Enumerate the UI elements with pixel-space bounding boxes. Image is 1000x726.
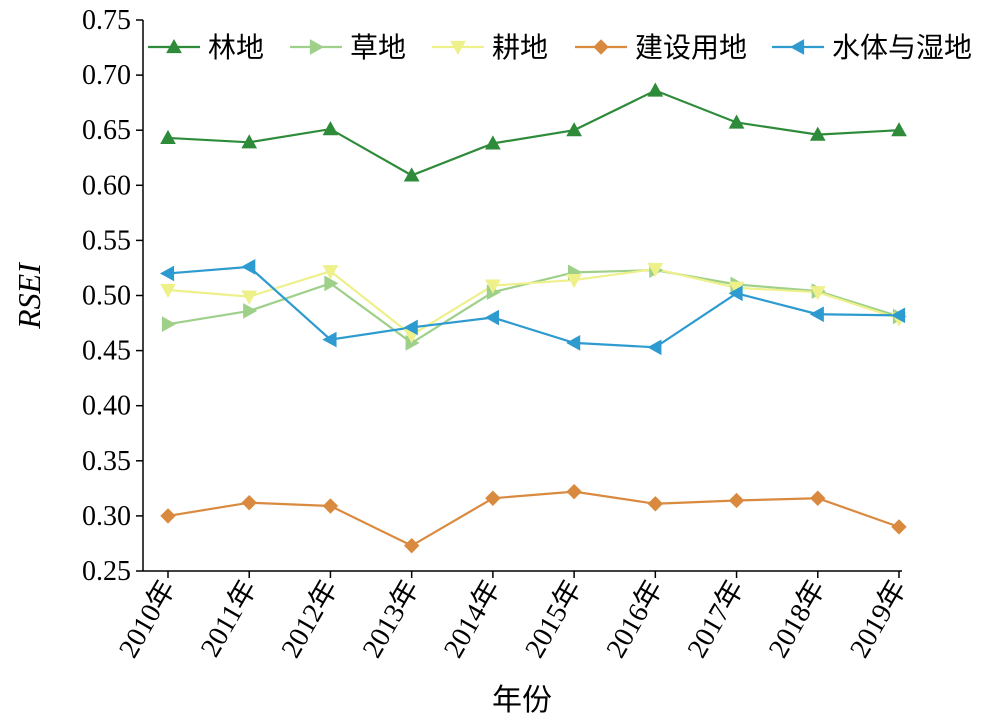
y-tick-label: 0.25 (82, 556, 131, 587)
y-tick-label: 0.65 (82, 115, 131, 146)
series-3-point (810, 490, 826, 506)
legend-item-0: 林地 (148, 31, 264, 64)
x-tick-label: 2010年 (112, 575, 182, 664)
series-3-point (728, 492, 745, 509)
series-2-point (485, 279, 501, 294)
series-3-point (241, 494, 257, 511)
legend-label: 草地 (350, 31, 406, 64)
series-3-point (891, 519, 907, 535)
x-tick-label: 2012年 (275, 575, 345, 664)
series-0-point (891, 122, 907, 137)
y-axis-title: RSEI (11, 262, 47, 330)
series-line-4 (167, 265, 900, 349)
series-4-point (403, 319, 418, 336)
series-0-point (566, 122, 582, 137)
series-markers (159, 82, 908, 554)
legend-label: 林地 (208, 31, 264, 64)
x-ticks: 2010年 2011年 2012年 2013年 2014年 2015年 2016年 2017年… (112, 571, 913, 663)
x-tick-label: 2013年 (356, 575, 426, 664)
y-tick-label: 0.35 (82, 446, 131, 477)
series-4-point (241, 258, 256, 275)
series-4-point (484, 309, 499, 326)
series-2-point (566, 273, 582, 289)
series-0-point (403, 167, 420, 182)
series-0-point (160, 129, 176, 145)
series-4-point (566, 335, 581, 351)
series-0-point (809, 126, 826, 141)
series-line-2 (167, 267, 900, 337)
axes (142, 20, 902, 572)
y-tick-label: 0.30 (82, 501, 131, 532)
legend-label: 水体与湿地 (832, 31, 972, 64)
series-3-point (485, 490, 501, 506)
series-2-point (809, 286, 826, 301)
series-0-point (728, 114, 745, 129)
series-3-point (647, 496, 664, 512)
series-2-point (647, 262, 664, 278)
y-tick-label: 0.45 (82, 336, 131, 367)
legend-marker (166, 38, 182, 54)
y-tick-label: 0.55 (82, 225, 131, 256)
x-tick-label: 2017年 (681, 575, 751, 664)
series-4-point (890, 307, 906, 324)
series-0-point (322, 121, 339, 136)
series-1-point (161, 316, 177, 333)
series-0-point (647, 82, 664, 97)
x-tick-label: 2015年 (518, 575, 588, 664)
x-tick-label: 2011年 (194, 575, 263, 663)
x-tick-label: 2018年 (762, 575, 832, 664)
legend-item-1: 草地 (290, 31, 406, 64)
legend-label: 建设用地 (635, 31, 747, 64)
legend-marker (309, 39, 325, 55)
series-4-point (322, 331, 337, 348)
legend-marker (450, 40, 466, 56)
series-3-point (566, 483, 582, 500)
y-tick-label: 0.50 (82, 281, 131, 312)
legend-item-4: 水体与湿地 (772, 31, 972, 64)
series-0-point (241, 134, 258, 149)
series-1-point (243, 303, 258, 319)
legend-item-2: 耕地 (432, 31, 548, 64)
series-2-point (241, 290, 258, 305)
legend-marker (593, 39, 609, 55)
y-tick-label: 0.40 (82, 391, 131, 422)
series-3-point (322, 498, 339, 514)
series-2-point (322, 265, 339, 280)
series-lines (167, 89, 900, 547)
series-line-3 (167, 490, 900, 547)
series-3-point (403, 537, 420, 554)
legend-item-3: 建设用地 (575, 31, 747, 64)
y-tick-label: 0.60 (82, 170, 131, 201)
y-tick-label: 0.75 (82, 5, 131, 36)
x-axis-title: 年份 (492, 683, 552, 718)
x-tick-label: 2016年 (600, 575, 670, 664)
x-tick-label: 2014年 (437, 575, 507, 664)
x-tick-label: 2019年 (843, 575, 913, 664)
legend: 林地 草地 耕地 建设用地 水体与湿地 (148, 31, 972, 64)
series-4-point (647, 339, 662, 356)
y-ticks: 0.25 0.30 0.35 0.40 0.45 0.50 0.55 0.60 0.65 0.70… (82, 5, 143, 587)
legend-label: 耕地 (492, 31, 548, 64)
series-1-point (324, 275, 339, 292)
series-0-point (485, 135, 501, 150)
series-4-point (159, 265, 175, 282)
series-3-point (160, 508, 176, 524)
legend-marker (789, 39, 805, 55)
series-4-point (809, 306, 824, 323)
series-4-point (728, 285, 743, 302)
series-2-point (160, 283, 176, 299)
y-tick-label: 0.70 (82, 60, 131, 91)
series-line-0 (167, 89, 900, 177)
